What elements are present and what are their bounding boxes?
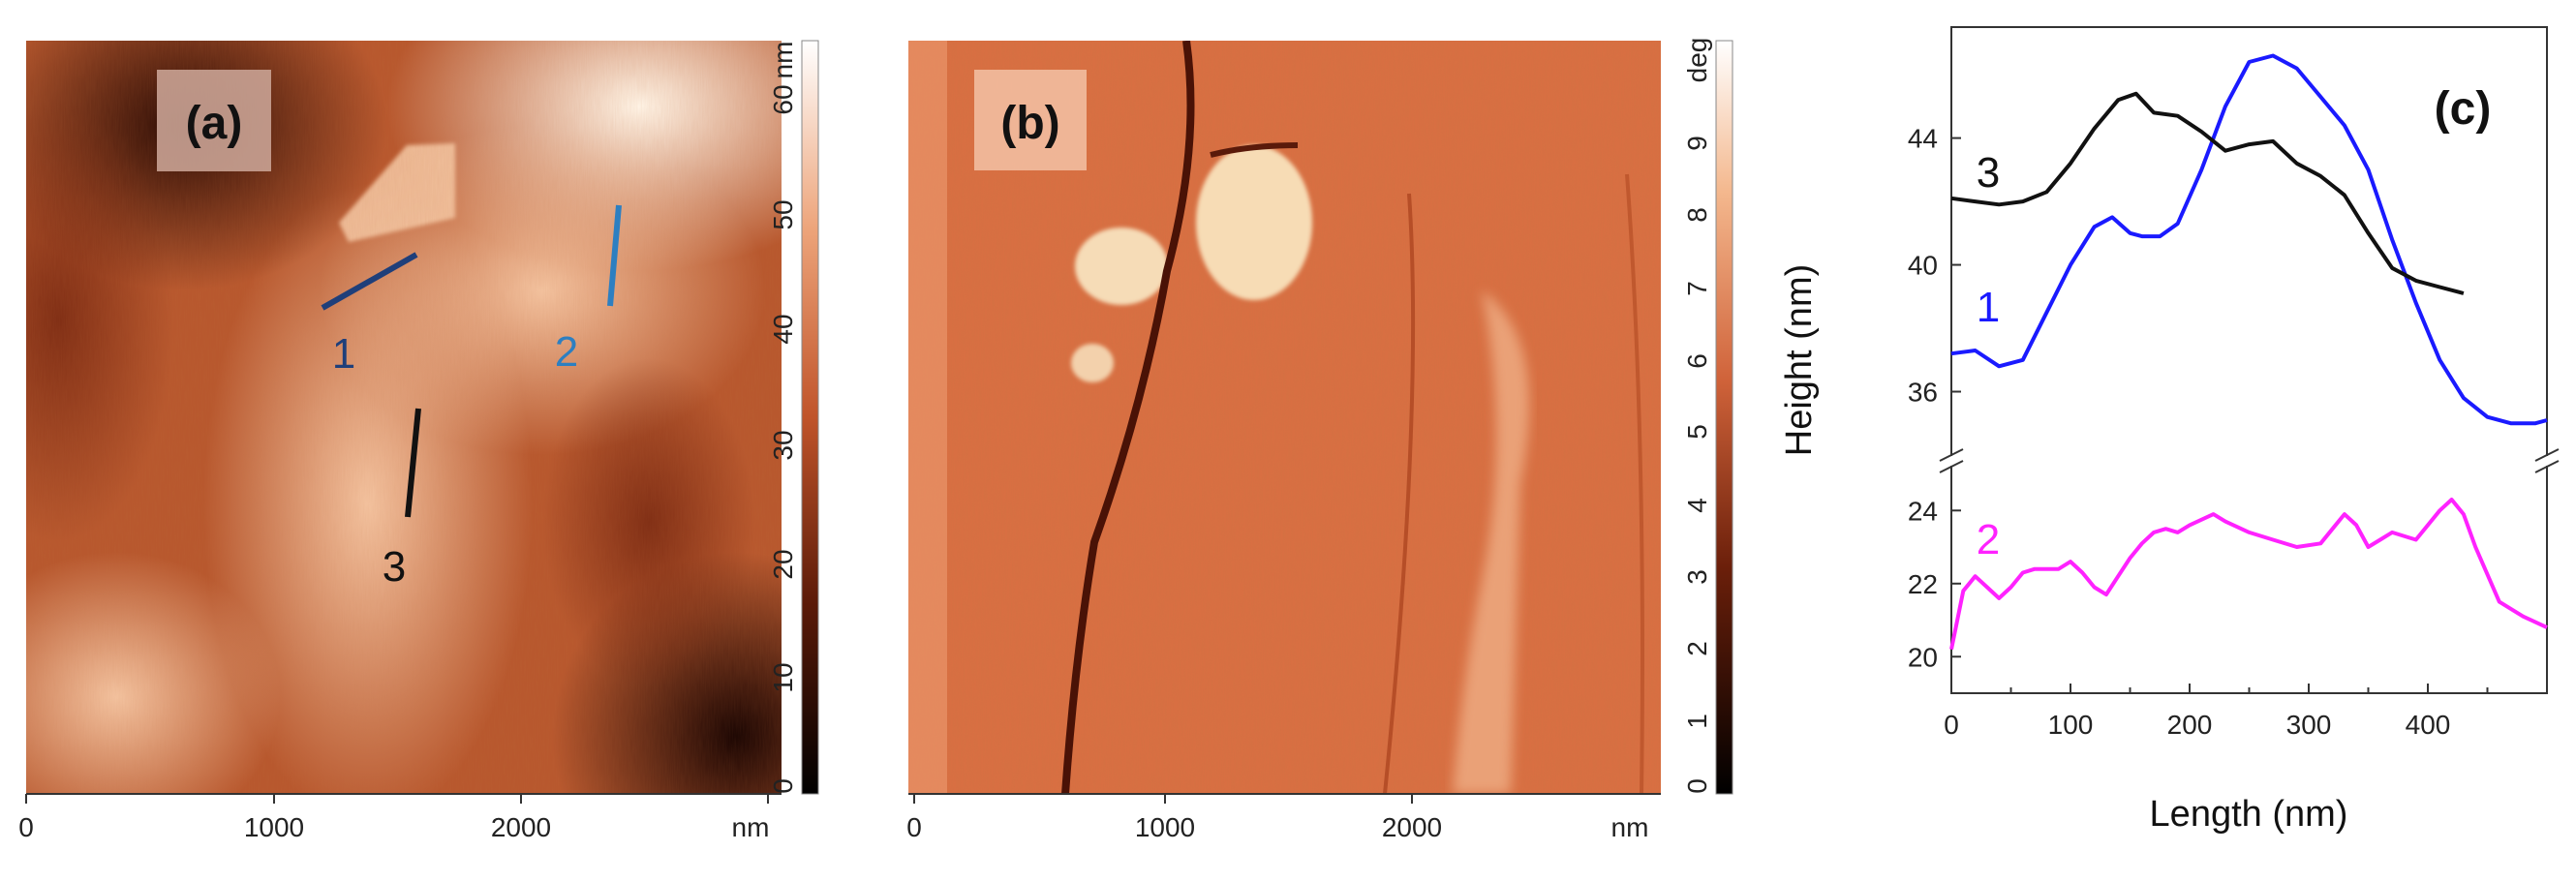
y-tick-label: 22 xyxy=(1908,569,1938,599)
svg-text:2: 2 xyxy=(1682,641,1712,656)
panel-b-x-tick-2000: 2000 xyxy=(1382,812,1442,842)
axis-break-gap xyxy=(1946,456,1957,466)
profile-chart: 0 100 200 300 400 36 40 44 20 22 24 (c) Length (nm… xyxy=(1779,26,2560,835)
profile-label-1: 1 xyxy=(332,330,355,378)
axis-break-slash xyxy=(1939,460,1964,473)
chart-xlabel: Length (nm) xyxy=(2150,794,2348,835)
series-2-line xyxy=(1949,498,2548,651)
chart-series-labels: 1 3 2 xyxy=(1977,149,2000,563)
series-2-label: 2 xyxy=(1977,516,2000,563)
svg-text:0: 0 xyxy=(768,778,798,794)
profile-line-1 xyxy=(321,252,418,311)
y-tick-label: 20 xyxy=(1908,642,1938,672)
series-3-label: 3 xyxy=(1977,149,2000,197)
svg-text:8: 8 xyxy=(1682,207,1712,223)
panel-b-label-box xyxy=(974,70,1087,170)
x-tick-label: 400 xyxy=(2406,710,2451,740)
svg-text:1: 1 xyxy=(1682,714,1712,729)
svg-text:50: 50 xyxy=(768,199,798,229)
axis-break-slash xyxy=(2534,460,2560,473)
panel-a-x-tick-2000: 2000 xyxy=(491,812,551,842)
panel-b-label: (b) xyxy=(1000,98,1059,149)
panel-b-x-ticks xyxy=(913,794,1413,804)
chart-ticks: 0 100 200 300 400 36 40 44 20 22 24 xyxy=(1908,124,2489,740)
panel-a-x-ticks xyxy=(25,794,769,804)
svg-text:3: 3 xyxy=(1682,569,1712,585)
profile-line-2 xyxy=(607,204,622,307)
series-1-label: 1 xyxy=(1977,284,2000,331)
axis-break-slash xyxy=(2534,448,2560,462)
panel-b-image xyxy=(908,41,1661,794)
svg-text:7: 7 xyxy=(1682,281,1712,296)
svg-text:20: 20 xyxy=(768,549,798,579)
svg-text:30: 30 xyxy=(768,430,798,460)
profile-label-3: 3 xyxy=(383,543,406,591)
series-1-line xyxy=(1950,53,2548,426)
svg-text:4: 4 xyxy=(1682,498,1712,513)
panel-a-x-tick-1000: 1000 xyxy=(244,812,304,842)
panel-b-colorbar-ticks: 0 1 2 3 4 5 6 7 8 9 xyxy=(1682,136,1712,794)
svg-text:60: 60 xyxy=(768,84,798,114)
svg-text:9: 9 xyxy=(1682,136,1712,151)
x-tick-label: 100 xyxy=(2048,710,2094,740)
panel-a-x-unit: nm xyxy=(732,812,770,842)
panel-a-image xyxy=(26,41,782,794)
x-tick-label: 0 xyxy=(1944,710,1959,740)
panel-b-x-unit: nm xyxy=(1611,812,1649,842)
profile-label-2: 2 xyxy=(555,328,578,376)
panel-a: (a) 1 2 3 0 1000 2000 nm 0 10 20 30 40 5… xyxy=(18,40,819,842)
svg-text:6: 6 xyxy=(1682,353,1712,369)
axis-break-marker xyxy=(1939,448,2560,473)
svg-text:10: 10 xyxy=(768,662,798,692)
panel-a-label: (a) xyxy=(186,98,243,149)
panel-a-x-tick-0: 0 xyxy=(18,812,34,842)
x-tick-label: 300 xyxy=(2286,710,2332,740)
svg-text:5: 5 xyxy=(1682,424,1712,440)
y-tick-label: 44 xyxy=(1908,124,1938,154)
svg-text:0: 0 xyxy=(1682,778,1712,794)
panel-b-x-tick-0: 0 xyxy=(906,812,922,842)
panel-a-colorbar-unit: nm xyxy=(768,42,798,79)
axis-break-gap xyxy=(2541,456,2553,466)
panel-a-colorbar-ticks: 0 10 20 30 40 50 60 xyxy=(768,84,798,793)
profile-line-3 xyxy=(405,408,421,518)
panel-b: (b) 0 1000 2000 nm 0 1 2 3 4 5 6 7 8 9 d… xyxy=(906,38,1733,842)
panel-b-colorbar-unit: deg xyxy=(1682,38,1712,83)
chart-panel-label: (c) xyxy=(2435,83,2492,135)
panel-b-colorbar xyxy=(1715,40,1733,795)
series-3-line xyxy=(1950,91,2465,295)
y-tick-label: 24 xyxy=(1908,496,1938,526)
chart-series xyxy=(1949,53,2548,651)
panel-a-label-box xyxy=(157,70,271,171)
svg-text:40: 40 xyxy=(768,314,798,344)
panel-b-x-tick-1000: 1000 xyxy=(1135,812,1195,842)
chart-ylabel: Height (nm) xyxy=(1779,264,1820,457)
panel-a-colorbar xyxy=(801,40,819,795)
x-tick-label: 200 xyxy=(2167,710,2213,740)
y-tick-label: 36 xyxy=(1908,378,1938,408)
axis-break-slash xyxy=(1939,448,1964,462)
y-tick-label: 40 xyxy=(1908,251,1938,281)
